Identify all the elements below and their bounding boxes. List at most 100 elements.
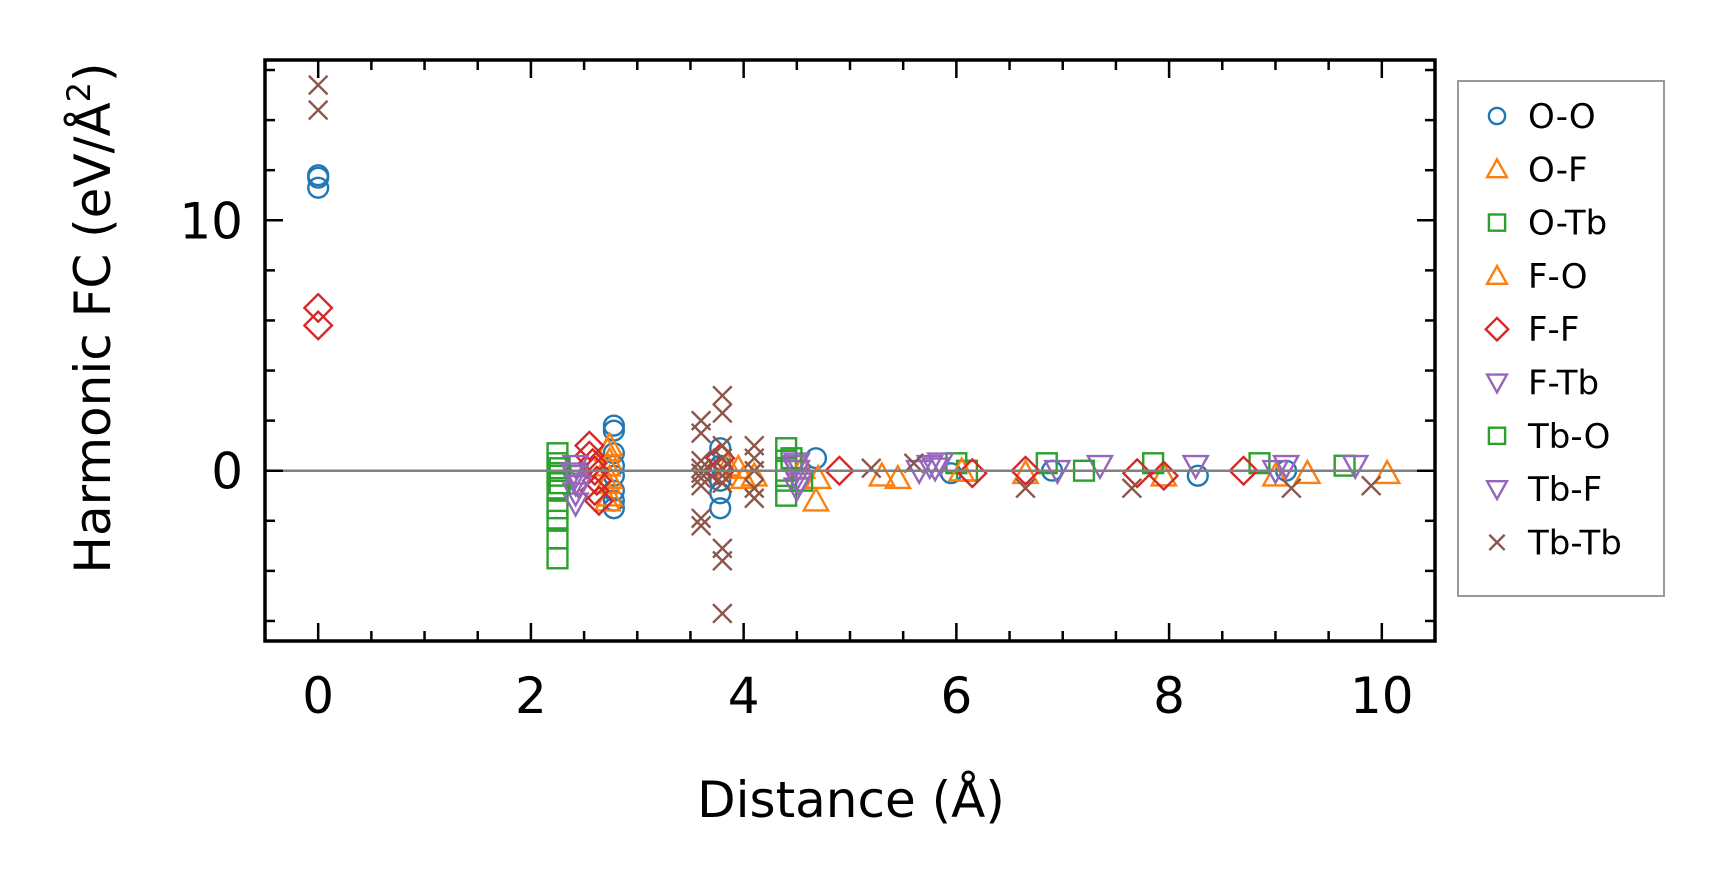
x-tick-label: 8 <box>1153 667 1185 725</box>
data-point-o-f <box>801 486 831 512</box>
x-tick-label: 2 <box>515 667 547 725</box>
data-point-tb-tb <box>744 488 765 509</box>
x-tick-label: 4 <box>728 667 760 725</box>
data-point-f-tb <box>1085 454 1115 481</box>
legend-marker <box>1485 479 1509 502</box>
x-tick-label: 0 <box>302 667 334 725</box>
data-point-o-f <box>1372 458 1402 485</box>
data-point-tb-tb <box>1281 478 1302 499</box>
legend-label: O-Tb <box>1528 204 1607 244</box>
legend-marker <box>1485 373 1509 395</box>
data-point-f-f <box>1228 455 1259 487</box>
data-point-tb-tb <box>307 99 329 121</box>
data-point-f-tb <box>1181 454 1210 481</box>
legend-marker <box>1488 533 1506 551</box>
data-point-f-f <box>302 310 334 341</box>
data-point-o-tb <box>546 509 569 532</box>
data-point-tb-tb <box>690 515 712 537</box>
data-point-f-o <box>593 486 622 512</box>
series-tb-f <box>559 454 1290 501</box>
legend-item: F-F <box>1484 310 1579 350</box>
legend-item: Tb-O <box>1487 417 1610 457</box>
y-tick-label: 10 <box>179 192 243 250</box>
data-point-f-f <box>583 485 615 517</box>
data-point-tb-tb <box>1360 475 1382 496</box>
y-axis-label-main: Harmonic FC (eV/Å <box>64 102 122 573</box>
data-point-tb-tb <box>712 402 733 424</box>
data-point-o-o <box>307 166 330 189</box>
data-point-tb-f <box>559 462 588 488</box>
legend-item: O-F <box>1485 150 1588 190</box>
legend-marker <box>1487 426 1507 446</box>
legend-item: O-O <box>1487 97 1596 137</box>
data-point-tb-tb <box>712 385 733 406</box>
data-point-tb-f <box>784 472 814 498</box>
legend-item: F-Tb <box>1485 364 1599 404</box>
data-point-f-f <box>956 457 988 489</box>
data-point-f-tb <box>926 452 955 478</box>
data-point-f-o <box>740 461 769 487</box>
data-point-tb-tb <box>1015 478 1036 499</box>
data-point-tb-tb <box>1121 478 1143 499</box>
data-point-o-tb <box>1035 452 1058 475</box>
legend: O-O O-F O-Tb F-O F-F F-Tb Tb-O Tb-F Tb-Tb <box>1457 80 1665 597</box>
data-point-o-tb <box>775 484 798 507</box>
data-point-o-f <box>867 461 897 487</box>
data-point-o-f <box>1149 461 1178 487</box>
data-point-tb-tb <box>712 458 733 479</box>
legend-marker <box>1484 316 1510 343</box>
data-point-tb-tb <box>690 458 712 479</box>
data-point-f-o <box>593 436 622 462</box>
data-point-tb-tb <box>712 550 733 572</box>
data-point-tb-f <box>920 457 950 483</box>
data-point-tb-tb <box>690 422 712 444</box>
x-axis-label: Distance (Å) <box>697 771 1005 829</box>
data-point-tb-f <box>780 454 809 481</box>
data-point-f-f <box>573 430 605 462</box>
data-point-tb-tb <box>712 447 733 469</box>
legend-marker <box>1485 156 1509 179</box>
data-point-o-o <box>804 447 828 470</box>
data-points <box>302 74 1402 624</box>
legend-item: O-Tb <box>1487 204 1607 244</box>
data-point-o-tb <box>546 547 569 570</box>
legend-marker <box>1487 213 1507 232</box>
legend-label: Tb-Tb <box>1527 523 1622 563</box>
data-point-f-f <box>1121 457 1153 489</box>
data-point-tb-o <box>548 457 571 480</box>
data-point-tb-o <box>780 447 803 470</box>
data-point-tb-tb <box>861 458 882 479</box>
data-point-tb-tb <box>903 452 925 474</box>
data-point-o-f <box>729 463 758 490</box>
data-point-f-tb <box>1341 454 1370 481</box>
y-axis-label-superscript: 2 <box>60 82 98 102</box>
data-point-tb-tb <box>690 508 712 529</box>
data-point-f-f <box>573 440 605 472</box>
axis-ticks <box>265 60 1435 641</box>
legend-label: O-O <box>1528 97 1596 137</box>
data-point-o-f <box>883 463 913 490</box>
legend-label: F-Tb <box>1528 364 1599 404</box>
data-point-tb-tb <box>744 478 765 499</box>
legend-label: O-F <box>1528 150 1588 190</box>
data-point-o-o <box>1186 464 1209 487</box>
data-point-o-tb <box>546 497 569 520</box>
x-tick-label: 6 <box>940 667 972 725</box>
data-point-o-f <box>1261 461 1290 487</box>
data-point-tb-tb <box>712 473 733 494</box>
legend-label: Tb-O <box>1527 417 1610 457</box>
legend-label: F-O <box>1528 257 1588 297</box>
legend-item: Tb-F <box>1485 470 1602 510</box>
legend-marker <box>1487 106 1507 126</box>
data-point-o-o <box>709 497 732 520</box>
data-point-tb-tb <box>690 468 712 489</box>
data-point-tb-tb <box>307 74 329 96</box>
legend-marker <box>1485 263 1509 286</box>
legend-label: Tb-F <box>1527 470 1602 510</box>
data-point-tb-f <box>564 474 593 501</box>
y-tick-label: 0 <box>211 443 243 501</box>
data-point-f-f <box>1010 455 1041 487</box>
legend-item: Tb-Tb <box>1488 523 1622 563</box>
series-tb-tb <box>307 74 1382 624</box>
